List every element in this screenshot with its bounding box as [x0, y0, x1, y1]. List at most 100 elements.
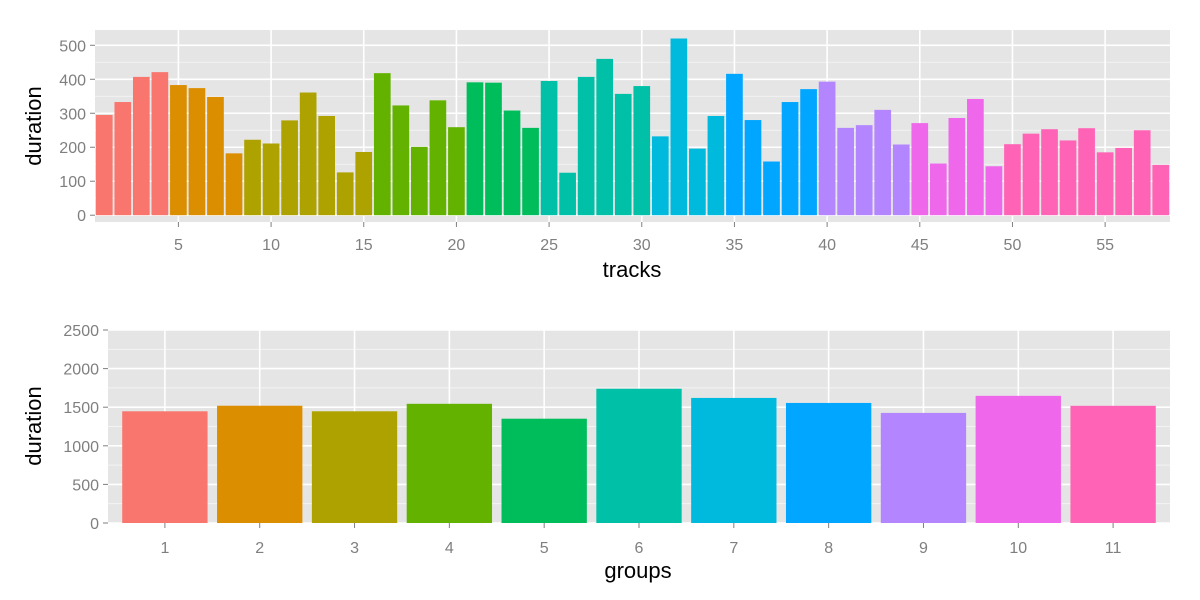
groups-bars: [122, 388, 1156, 523]
bar: [691, 397, 777, 523]
bar: [466, 82, 484, 216]
bar: [1115, 147, 1133, 216]
bar: [800, 89, 817, 216]
bar: [670, 38, 688, 216]
bar: [522, 127, 539, 216]
bar: [1096, 152, 1114, 216]
groups-x-axis: 1 2 3 4 5 6 7 8 9 10 11: [160, 523, 1122, 557]
bar: [855, 125, 873, 216]
bar: [785, 402, 872, 523]
bar: [132, 76, 150, 216]
bar: [311, 411, 398, 523]
x-tick-label: 40: [818, 237, 836, 254]
bar: [170, 85, 187, 216]
bar: [596, 388, 682, 523]
bar: [577, 76, 595, 216]
groups-y-axis-title: duration: [21, 386, 46, 466]
y-tick-label: 400: [59, 72, 86, 89]
x-tick-label: 6: [635, 540, 644, 557]
bar: [151, 72, 169, 216]
y-tick-label: 300: [59, 106, 86, 123]
bar: [874, 109, 892, 216]
bar: [1078, 128, 1095, 216]
bar: [651, 136, 669, 216]
bar: [633, 86, 651, 216]
y-tick-label: 1500: [63, 400, 99, 417]
bar: [485, 82, 502, 216]
x-tick-label: 3: [350, 540, 359, 557]
y-tick-label: 100: [59, 174, 86, 191]
bar: [1059, 140, 1077, 216]
x-tick-label: 8: [824, 540, 833, 557]
bar: [448, 127, 465, 216]
bar: [1133, 130, 1151, 216]
bar: [114, 102, 132, 216]
y-tick-label: 2000: [63, 362, 99, 379]
x-tick-label: 4: [445, 540, 454, 557]
bar: [262, 143, 280, 216]
bar: [948, 118, 966, 216]
x-tick-label: 55: [1096, 237, 1114, 254]
bar: [392, 105, 410, 216]
bar: [818, 81, 836, 216]
bar: [1004, 144, 1021, 216]
bar: [689, 148, 706, 216]
x-tick-label: 25: [540, 237, 558, 254]
x-tick-label: 30: [633, 237, 651, 254]
groups-chart: 0 500 1000 1500 2000 2500 1 2 3 4 5 6 7 8 9 10 11 group…: [21, 323, 1170, 583]
bar: [763, 161, 780, 216]
bar: [707, 115, 725, 216]
groups-y-axis: 0 500 1000 1500 2000 2500: [63, 323, 108, 533]
bar: [929, 163, 947, 216]
bar: [281, 120, 298, 216]
y-tick-label: 200: [59, 140, 86, 157]
bar: [503, 110, 521, 216]
groups-x-axis-title: groups: [604, 558, 671, 583]
bar: [122, 411, 208, 523]
bar: [207, 96, 224, 216]
bar: [781, 102, 799, 216]
bar: [911, 123, 929, 216]
x-tick-label: 45: [911, 237, 929, 254]
tracks-y-axis: 0 100 200 300 400 500: [59, 38, 95, 225]
y-tick-label: 1000: [63, 439, 99, 456]
x-tick-label: 2: [255, 540, 264, 557]
bar: [540, 80, 558, 216]
x-tick-label: 20: [448, 237, 466, 254]
bar: [1041, 129, 1058, 216]
bar: [95, 114, 113, 216]
y-tick-label: 0: [90, 516, 99, 533]
bar: [244, 139, 261, 216]
bar: [559, 172, 576, 216]
tracks-x-axis: 5 10 15 20 25 30 35 40 45 50 55: [174, 222, 1114, 254]
x-tick-label: 5: [540, 540, 549, 557]
bar: [975, 395, 1061, 523]
bar: [967, 98, 984, 216]
tracks-chart: 0 100 200 300 400 500 5 10 15 20 25 30 35 40 45 50 55 t…: [21, 30, 1170, 282]
x-tick-label: 10: [262, 237, 280, 254]
tracks-bars: [95, 38, 1170, 216]
tracks-y-axis-title: duration: [21, 86, 46, 166]
x-tick-label: 10: [1009, 540, 1027, 557]
bar: [373, 73, 391, 216]
bar: [892, 144, 910, 216]
bar: [299, 92, 317, 216]
bar: [355, 151, 373, 216]
bar: [985, 166, 1003, 216]
bar: [225, 153, 243, 216]
x-tick-label: 7: [729, 540, 738, 557]
bar: [1152, 164, 1170, 216]
x-tick-label: 5: [174, 237, 183, 254]
x-tick-label: 11: [1105, 540, 1122, 557]
bar: [726, 73, 743, 216]
y-tick-label: 500: [72, 477, 99, 494]
bar: [880, 412, 967, 523]
x-tick-label: 15: [355, 237, 373, 254]
x-tick-label: 35: [726, 237, 744, 254]
bar: [837, 127, 854, 216]
bar: [411, 146, 428, 216]
tracks-x-axis-title: tracks: [603, 257, 662, 282]
bar: [217, 405, 303, 523]
bar: [1070, 405, 1156, 523]
